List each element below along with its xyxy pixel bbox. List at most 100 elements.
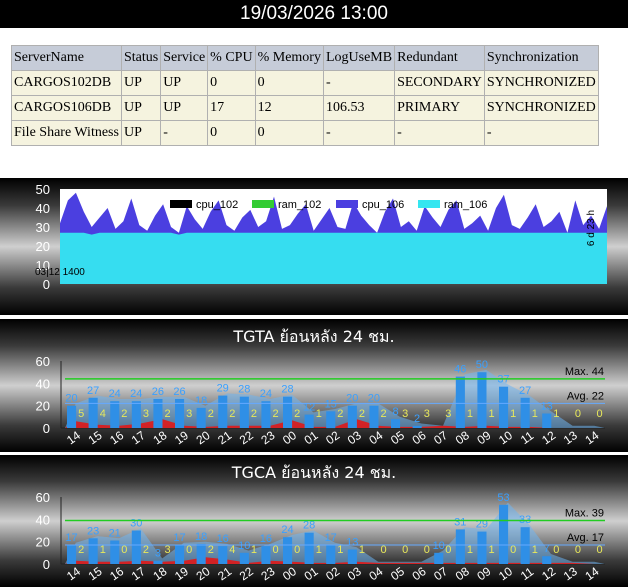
x-tick-label: 04	[366, 428, 385, 447]
table-cell: 17	[207, 95, 256, 121]
bar-cpu	[67, 405, 77, 428]
bar-cpu	[477, 372, 487, 428]
legend-swatch	[418, 200, 440, 208]
x-tick-label: 01	[302, 564, 321, 583]
bar-value-label: 18	[195, 395, 207, 407]
y-tick-label: 50	[36, 182, 50, 197]
x-tick-label: 07	[431, 564, 450, 583]
secondary-value-label: 0	[553, 544, 559, 556]
secondary-value-label: 1	[337, 544, 343, 556]
secondary-value-label: 1	[359, 544, 365, 556]
resource-usage-panel: 50 40 30 20 10 0 cpu_102 ram_102 cpu_106 ram_106 0…	[0, 178, 628, 315]
bar-cpu	[239, 552, 249, 564]
x-tick-label: 19	[172, 428, 191, 447]
bar-value-label: 16	[217, 533, 229, 545]
secondary-value-label: 2	[337, 408, 343, 420]
secondary-value-label: 1	[532, 408, 538, 420]
bar-cpu	[542, 413, 552, 428]
y-tick-label: 0	[43, 421, 50, 436]
secondary-value-label: 3	[186, 408, 192, 420]
secondary-value-label: 0	[597, 544, 603, 556]
bar-value-label: 24	[109, 388, 121, 400]
table-cell: UP	[120, 70, 162, 96]
secondary-value-label: 2	[143, 544, 149, 556]
x-tick-label: 08	[453, 564, 472, 583]
y-tick-label: 60	[36, 354, 50, 369]
bar-cpu	[477, 531, 487, 564]
tgca-title: TGCA ย้อนหลัง 24 ชม.	[231, 463, 397, 482]
x-tick-label: 07	[431, 428, 450, 447]
secondary-value-label: 2	[251, 408, 257, 420]
x-tick-label: 14	[64, 428, 83, 447]
x-tick-label: 15	[86, 564, 105, 583]
legend-item: cpu_102	[170, 199, 238, 211]
bar-cpu	[434, 552, 444, 564]
tgca-panel: TGCA ย้อนหลัง 24 ชม. 60 40 20 0 17 2 23 1 21 0 30 2…	[0, 455, 628, 587]
secondary-value-label: 2	[273, 408, 279, 420]
bar-cpu	[499, 504, 509, 564]
y-tick-label: 40	[36, 512, 50, 527]
x-tick-label: 03	[345, 428, 364, 447]
max-label: Max. 39	[565, 507, 604, 519]
x-tick-label: 12	[539, 564, 558, 583]
bar-value-label: 18	[195, 531, 207, 543]
x-tick-label: 09	[474, 428, 493, 447]
tgta-panel: TGTA ย้อนหลัง 24 ชม. 60 40 20 0 20 5 27 4 24 2 24 3…	[0, 319, 628, 452]
table-cell: -	[483, 120, 599, 146]
x-tick-label: 18	[150, 428, 169, 447]
bar-value-label: 46	[454, 364, 466, 376]
report-datetime: 19/03/2026 13:00	[0, 0, 628, 28]
x-tick-label: 17	[129, 564, 148, 583]
bar-value-label: 26	[173, 386, 185, 398]
x-tick-label: 17	[129, 428, 148, 447]
x-tick-label: 12	[539, 428, 558, 447]
x-tick-label: 22	[237, 564, 256, 583]
bar-cpu	[347, 405, 357, 428]
y-tick-label: 30	[36, 220, 50, 235]
table-cell: UP	[160, 95, 209, 121]
y-tick-label: 20	[36, 535, 50, 550]
secondary-value-label: 2	[229, 408, 235, 420]
bar-cpu	[196, 543, 206, 564]
secondary-value-label: 4	[229, 544, 235, 556]
bar-cpu	[369, 405, 379, 428]
y-tick-label: 40	[36, 376, 50, 391]
bar-value-label: 13	[346, 537, 358, 549]
x-tick-label: 10	[496, 564, 515, 583]
secondary-value-label: 2	[208, 544, 214, 556]
table-cell: 106.53	[322, 95, 396, 121]
bar-value-label: 50	[476, 359, 488, 371]
bar-value-label: 24	[260, 388, 272, 400]
legend-swatch	[170, 200, 192, 208]
table-cell: SECONDARY	[394, 70, 485, 96]
y-tick-label: 20	[36, 239, 50, 254]
table-cell: -	[160, 120, 209, 146]
table-cell: 0	[254, 70, 324, 96]
table-cell: UP	[120, 95, 162, 121]
table-cell: PRIMARY	[394, 95, 485, 121]
x-tick-label: 01	[302, 428, 321, 447]
secondary-value-label: 0	[121, 544, 127, 556]
legend-label: ram_106	[444, 199, 487, 211]
x-tick-label: 02	[323, 564, 342, 583]
table-cell: UP	[120, 120, 162, 146]
tgta-title: TGTA ย้อนหลัง 24 ชม.	[233, 327, 395, 346]
x-tick-label: 05	[388, 564, 407, 583]
table-cell: 12	[254, 95, 324, 121]
secondary-value-label: 5	[78, 408, 84, 420]
column-header: % CPU	[207, 45, 256, 71]
x-tick-label: 10	[496, 428, 515, 447]
bar-cpu	[67, 545, 77, 564]
bar-value-label: 24	[281, 524, 293, 536]
secondary-value-label: 0	[445, 544, 451, 556]
secondary-value-label: 1	[316, 544, 322, 556]
column-header: Service	[160, 45, 209, 71]
bar-cpu	[542, 556, 552, 564]
x-tick-label: 13	[561, 428, 580, 447]
x-tick-label: 02	[323, 428, 342, 447]
x-tick-label: 21	[215, 564, 234, 583]
bar-value-label: 20	[368, 393, 380, 405]
secondary-value-label: 2	[208, 408, 214, 420]
bar-cpu	[499, 386, 509, 428]
secondary-value-label: 0	[510, 544, 516, 556]
